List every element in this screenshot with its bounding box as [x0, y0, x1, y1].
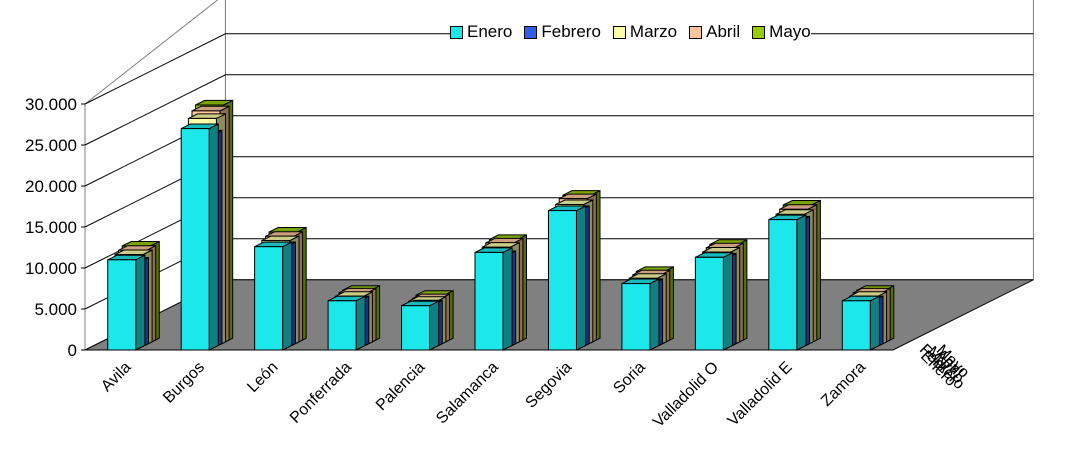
bar-enero-4 [401, 300, 440, 351]
x-axis-labels: Avila Burgos León Ponferrada Palencia Salaman… [98, 359, 869, 431]
x-category-label: Ponferrada [287, 359, 355, 427]
bar-side [722, 251, 733, 351]
bar-side [135, 254, 146, 351]
legend-label: Marzo [629, 22, 678, 41]
legend-label: Enero [467, 22, 513, 41]
legend-item: Abril [689, 22, 740, 42]
x-category-label: Valladolid O [650, 359, 722, 431]
bar-enero-8 [694, 251, 733, 351]
x-category-label: Salamanca [433, 359, 502, 428]
bar-enero-9 [768, 214, 807, 351]
y-tick-label: 15.000 [25, 218, 77, 237]
legend-swatch [752, 25, 766, 39]
bar-side [796, 214, 807, 351]
bar-front [768, 219, 798, 351]
gridline [84, 74, 1034, 146]
y-tick-label: 5.000 [34, 300, 77, 319]
bar-side [429, 300, 440, 351]
bar-front [547, 210, 577, 351]
y-tick-label: 25.000 [25, 136, 77, 155]
bar-front [254, 246, 284, 351]
bar-front [327, 300, 357, 351]
x-category-label: Segovia [522, 359, 575, 412]
bar-enero-1 [180, 123, 219, 351]
legend-item: Febrero [524, 22, 601, 42]
y-tick-label: 0 [68, 341, 77, 360]
legend-label: Abril [706, 22, 741, 41]
legend-swatch [524, 25, 538, 39]
bar-enero-7 [621, 278, 660, 351]
bar-enero-0 [107, 254, 146, 351]
bar-front [401, 305, 431, 351]
bar-enero-3 [327, 295, 366, 351]
bar-side [576, 205, 587, 351]
legend-label: Febrero [541, 22, 601, 41]
bar-side [869, 295, 880, 351]
bar-enero-2 [254, 241, 293, 351]
bar-front [180, 128, 210, 351]
bar-enero-10 [841, 295, 880, 351]
legend-swatch [450, 25, 463, 39]
x-category-label: Avila [98, 359, 134, 395]
bar-front [621, 283, 651, 351]
legend: Enero Febrero Marzo Abril Mayo [450, 22, 811, 42]
x-category-label: Burgos [160, 359, 208, 407]
x-category-label: Palencia [373, 359, 428, 414]
bar-side [502, 247, 513, 351]
x-category-label: Zamora [818, 359, 869, 410]
x-category-label: Soria [610, 359, 649, 398]
bar-front [107, 259, 137, 351]
legend-item: Marzo [612, 22, 678, 42]
legend-item: Mayo [752, 22, 811, 42]
bar-side [282, 241, 293, 351]
legend-swatch [689, 25, 703, 39]
y-tick-label: 30.000 [25, 95, 77, 114]
bar-front [694, 256, 724, 351]
legend-swatch [612, 25, 626, 39]
bar-enero-6 [547, 205, 587, 351]
bar-side [208, 123, 219, 351]
x-category-label: León [244, 359, 281, 396]
legend-label: Mayo [769, 22, 811, 41]
y-tick-label: 20.000 [25, 177, 77, 196]
bar-side [649, 278, 660, 351]
legend-item: Enero [450, 22, 512, 42]
bar-front [474, 251, 504, 351]
bars [107, 99, 895, 351]
y-axis-labels: 0 5.000 10.000 15.000 20.000 25.000 30.000 [25, 95, 85, 360]
bar-side [355, 295, 366, 351]
y-tick-label: 10.000 [25, 259, 77, 278]
bar-enero-5 [474, 247, 513, 351]
bar-front [841, 300, 871, 351]
x-category-label: Valladolid E [725, 359, 796, 430]
